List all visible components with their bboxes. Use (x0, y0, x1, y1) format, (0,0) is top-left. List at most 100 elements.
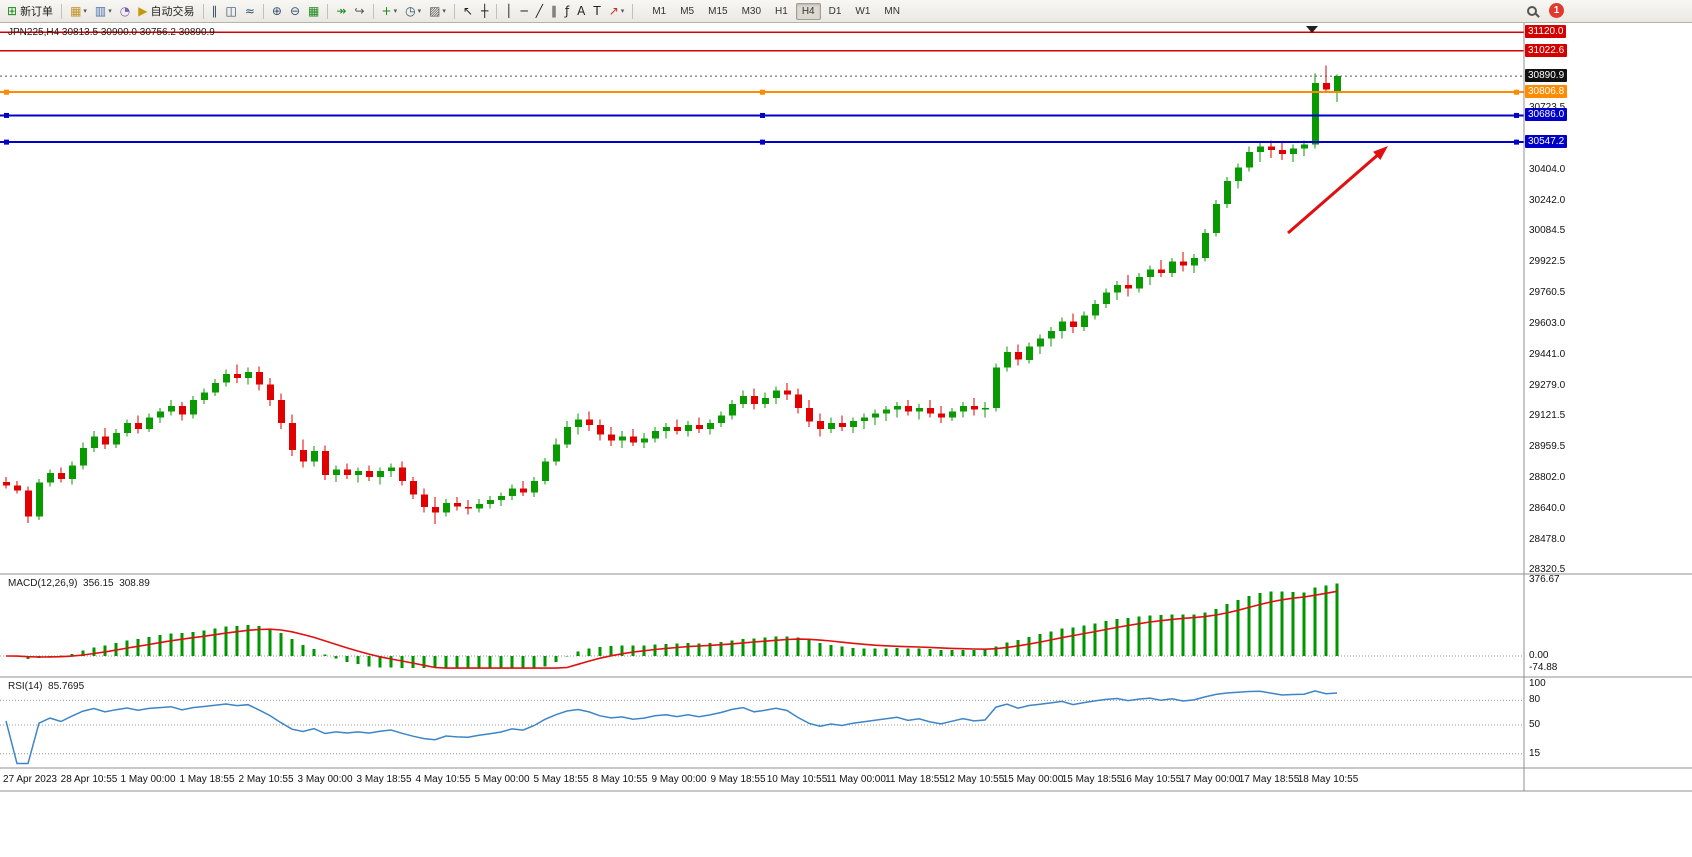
line-handle[interactable] (1514, 89, 1519, 95)
autotrading-button[interactable]: ▶ 自动交易 (135, 2, 197, 21)
line-handle[interactable] (4, 89, 9, 95)
trendline-icon: ╱ (535, 4, 543, 18)
line-handle[interactable] (1514, 139, 1519, 145)
zoom-in-button[interactable]: ⊕ (269, 2, 285, 21)
time-axis-label: 12 May 10:55 (943, 774, 1005, 785)
price-axis[interactable]: 30723.5 30404.0 30242.0 30084.5 29922.5 29760… (1524, 0, 1692, 792)
time-axis-label: 8 May 10:55 (592, 774, 648, 785)
time-axis[interactable]: 27 Apr 2023 28 Apr 10:55 1 May 00:00 1 May … (0, 770, 1692, 792)
candles-chart-button[interactable]: ◫ (223, 2, 240, 21)
line-handle[interactable] (4, 112, 9, 118)
price-axis-label: 28478.0 (1529, 533, 1566, 545)
time-axis-label: 15 May 18:55 (1061, 774, 1123, 785)
timeframe-h4[interactable]: H4 (795, 2, 821, 20)
line-handle[interactable] (760, 89, 765, 95)
time-axis-label: 16 May 10:55 (1120, 774, 1182, 785)
horizontal-line-icon: ─ (520, 4, 528, 18)
line-chart-button[interactable]: ≈ (242, 2, 258, 21)
line-handle[interactable] (760, 139, 765, 145)
macd-histogram (15, 583, 1339, 669)
trendline-button[interactable]: ╱ (533, 2, 546, 21)
templates-icon: ▨ (429, 4, 441, 18)
crosshair-button[interactable]: ┼ (478, 2, 491, 21)
time-axis-label: 11 May 18:55 (885, 774, 945, 785)
price-axis-label: 29760.5 (1529, 287, 1566, 299)
time-axis-label: 17 May 18:55 (1238, 774, 1300, 785)
toolbar-separator (632, 3, 634, 19)
periods-button[interactable]: ◷ ▾ (402, 2, 424, 21)
timeframe-m5[interactable]: M5 (680, 5, 695, 17)
label-icon: T (593, 4, 601, 18)
price-axis-label: 30242.0 (1529, 194, 1566, 206)
timeframe-d1[interactable]: D1 (828, 5, 842, 17)
zoom-out-button[interactable]: ⊖ (287, 2, 303, 21)
toolbar-separator (61, 3, 63, 19)
macd-scale-label: 0.00 (1529, 650, 1549, 661)
indicators-icon: + (381, 4, 392, 18)
time-axis-label: 1 May 00:00 (120, 774, 176, 785)
periods-icon: ◷ (405, 4, 416, 18)
timeframe-h1[interactable]: H1 (775, 5, 788, 17)
indicators-button[interactable]: + ▾ (379, 2, 401, 21)
rsi-label: RSI(14) 85.7695 (8, 681, 84, 692)
autotrading-button-label: 自动交易 (150, 6, 195, 18)
trend-arrow-head (1373, 146, 1388, 160)
fibonacci-button[interactable]: ƒ (562, 2, 572, 21)
text-button[interactable]: A (574, 2, 588, 21)
timeframe-m30[interactable]: M30 (741, 5, 762, 17)
search-icon[interactable] (1527, 5, 1537, 16)
price-line-badge: 30686.0 (1525, 108, 1568, 122)
time-axis-label: 10 May 10:55 (766, 774, 828, 785)
notification-badge[interactable]: 1 (1549, 3, 1564, 18)
vertical-line-button[interactable]: │ (502, 2, 515, 21)
fibonacci-icon: ƒ (564, 4, 570, 18)
new-chart-button[interactable]: ▦ ▾ (67, 2, 90, 21)
toolbar-separator (262, 3, 264, 19)
chart-shift-icon: ↪ (354, 4, 365, 18)
chart-shift-marker[interactable] (1306, 26, 1318, 33)
price-axis-label: 28959.5 (1529, 441, 1566, 453)
tile-windows-button[interactable]: ▦ (305, 2, 322, 21)
trend-arrow[interactable] (1287, 148, 1385, 235)
shapes-button[interactable]: ↗ ▾ (606, 2, 628, 21)
horizontal-lines-layer[interactable] (0, 31, 1524, 145)
line-handle[interactable] (4, 139, 9, 145)
line-handle[interactable] (1514, 112, 1519, 118)
dropdown-caret-icon: ▾ (620, 7, 625, 15)
profiles-icon: ▥ (94, 4, 107, 18)
time-axis-label: 3 May 00:00 (297, 774, 353, 785)
toolbar-separator (327, 3, 329, 19)
cursor-button[interactable]: ↖ (460, 2, 476, 21)
line-handle[interactable] (760, 112, 765, 118)
price-axis-label: 29279.0 (1529, 379, 1566, 391)
toolbar: ⊞ 新订单 ▦ ▾ ▥ ▾ ◔ ▶ 自动交易 ∥ ◫ ≈ ⊕ ⊖ ▦ ↠ ↪ + ▾ ◷ ▾ ▨ ▾ ↖ ┼ │ ─ ╱ ∥ ƒ A T ↗ ▾ … (0, 0, 1692, 23)
new-order-button[interactable]: ⊞ 新订单 (4, 2, 56, 21)
macd-name: MACD(12,26,9) (8, 578, 78, 589)
chart-shift-button[interactable]: ↪ (351, 2, 367, 21)
macd-value: 356.15 (83, 578, 114, 589)
auto-scroll-button[interactable]: ↠ (333, 2, 349, 21)
dropdown-caret-icon: ▾ (83, 7, 87, 15)
templates-button[interactable]: ▨ ▾ (426, 2, 449, 21)
time-axis-label: 17 May 00:00 (1179, 774, 1241, 785)
timeframe-group: M1 M5 M15 M30 H1 H4 D1 W1 MN (645, 2, 907, 20)
vertical-line-icon: │ (505, 4, 513, 18)
bars-chart-button[interactable]: ∥ (209, 2, 221, 21)
timeframe-w1[interactable]: W1 (855, 5, 871, 17)
dropdown-caret-icon: ▾ (442, 7, 446, 15)
channel-button[interactable]: ∥ (548, 2, 560, 21)
label-button[interactable]: T (590, 2, 603, 21)
profiles-button[interactable]: ▥ ▾ (92, 2, 115, 21)
terminal-button[interactable]: ◔ (117, 2, 133, 21)
price-axis-label: 28802.0 (1529, 471, 1566, 483)
timeframe-m15[interactable]: M15 (708, 5, 728, 17)
time-axis-label: 9 May 00:00 (651, 774, 707, 785)
timeframe-mn[interactable]: MN (884, 5, 900, 17)
rsi-scale-label: 15 (1529, 747, 1541, 759)
zoom-in-icon: ⊕ (271, 4, 282, 18)
cursor-icon: ↖ (462, 4, 473, 18)
time-axis-label: 18 May 10:55 (1297, 774, 1359, 785)
horizontal-line-button[interactable]: ─ (517, 2, 530, 21)
timeframe-m1[interactable]: M1 (652, 5, 667, 17)
